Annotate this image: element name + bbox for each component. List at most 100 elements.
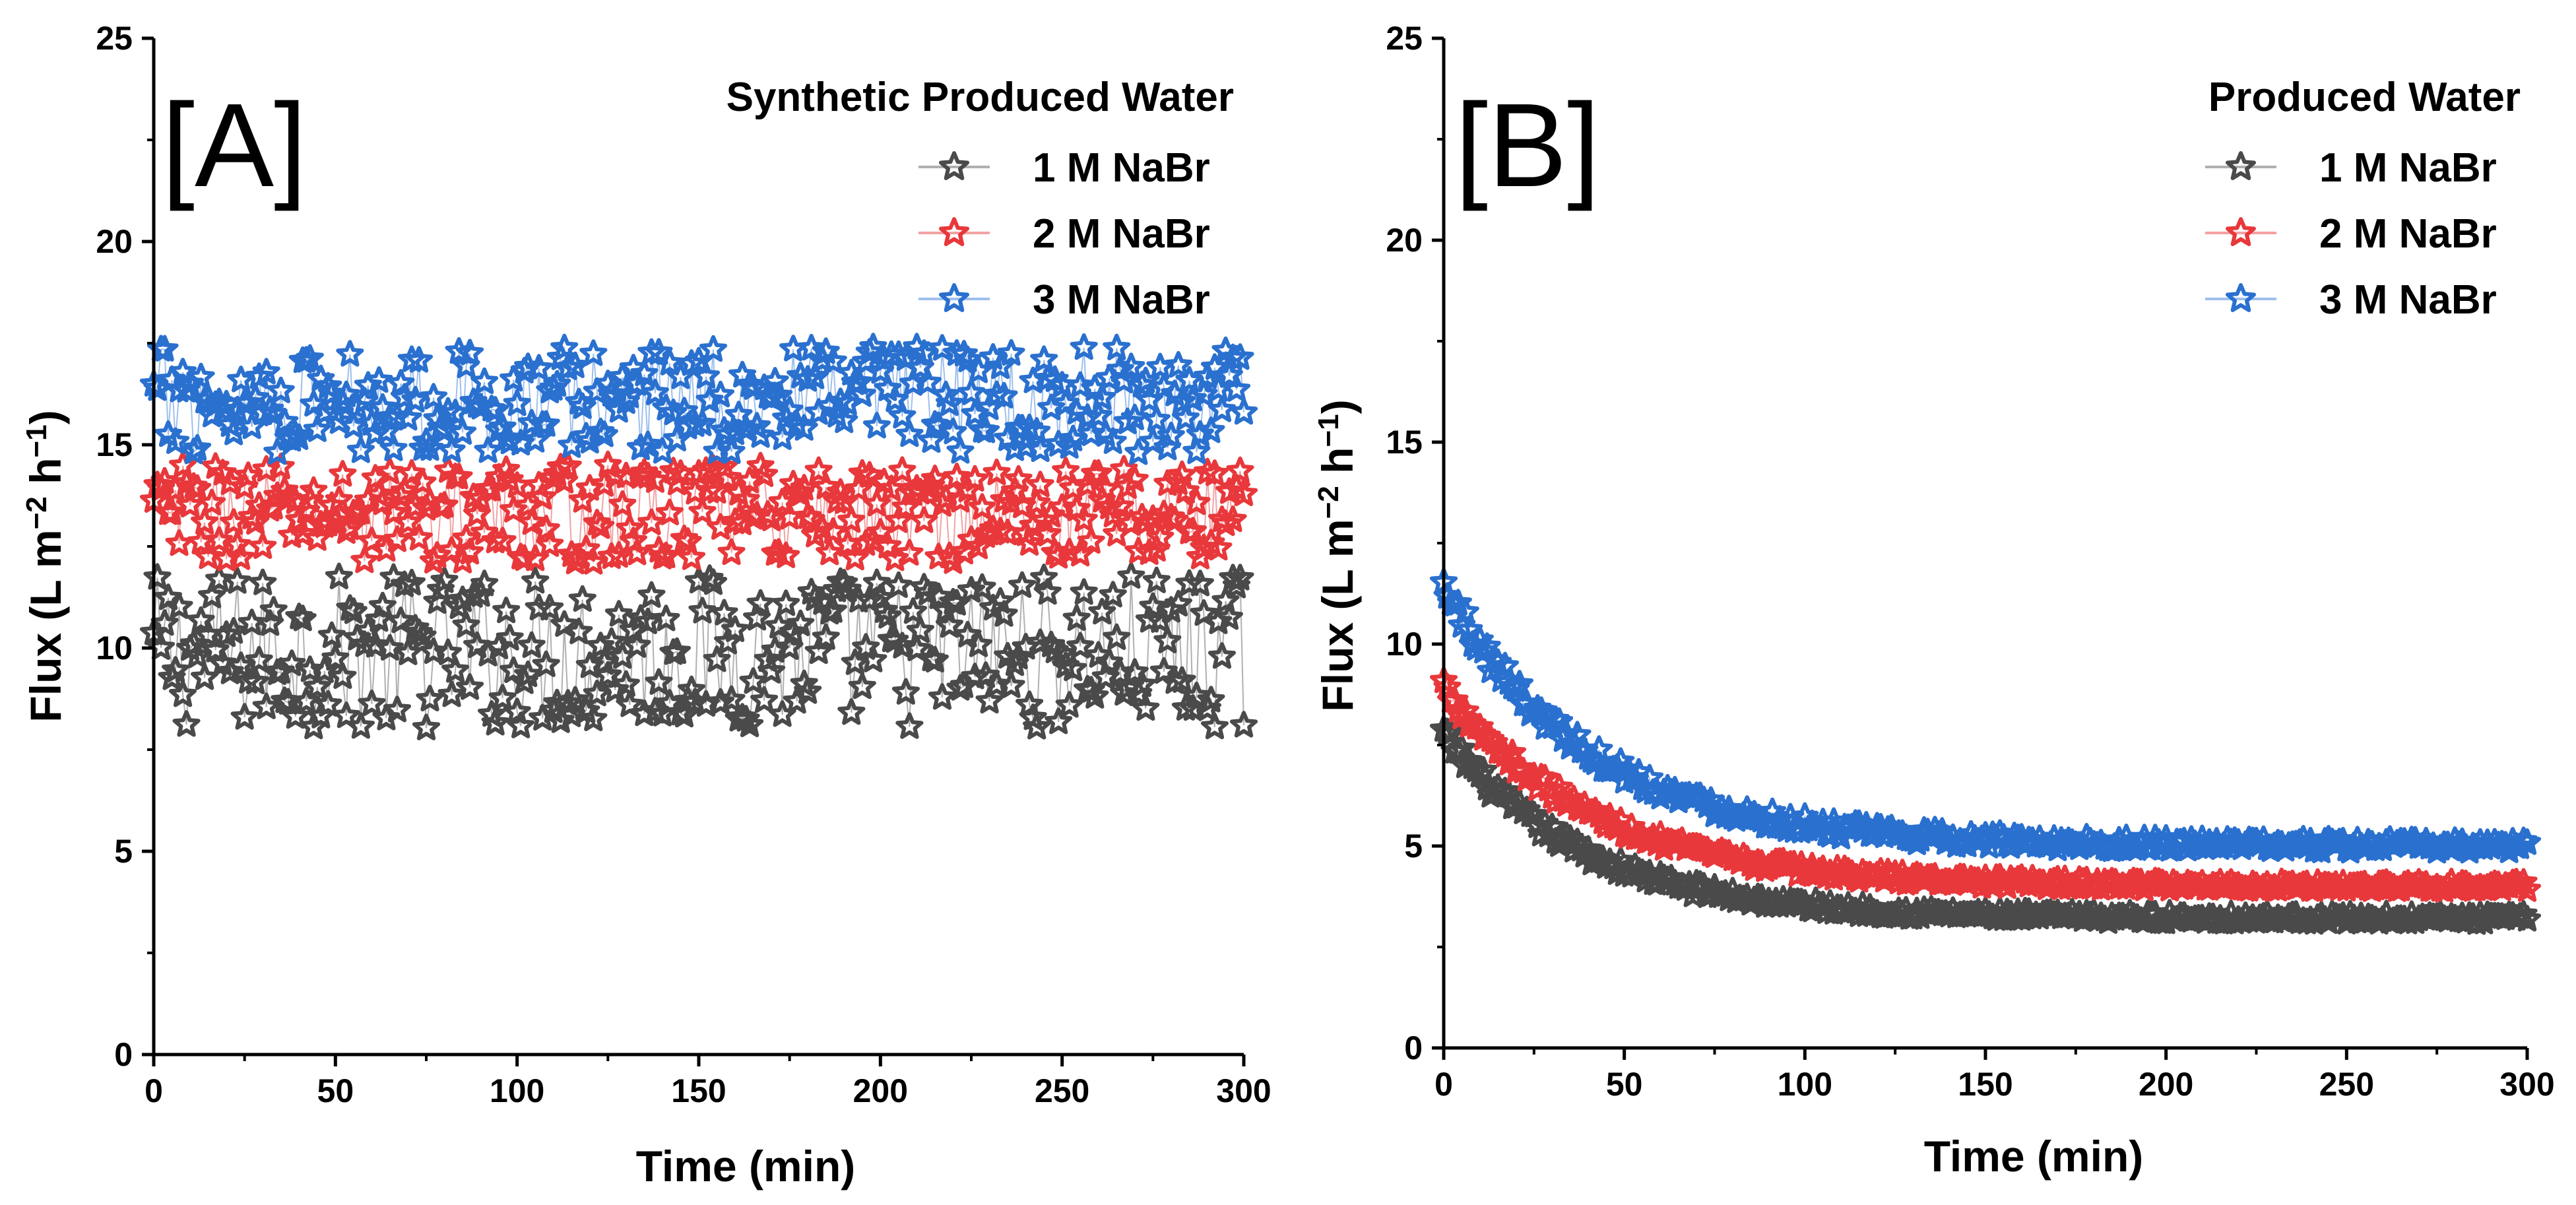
- data-point: [496, 624, 524, 651]
- data-point: [1219, 505, 1247, 533]
- data-point: [990, 381, 1018, 408]
- data-point: [957, 378, 986, 405]
- data-point: [292, 687, 321, 714]
- data-point: [234, 461, 263, 488]
- data-point: [383, 696, 411, 723]
- data-point: [1023, 713, 1051, 740]
- panel-b-legend-title: Produced Water: [2208, 75, 2521, 120]
- data-point: [695, 386, 724, 413]
- data-point: [765, 612, 793, 639]
- data-point: [321, 643, 350, 671]
- data-point: [884, 506, 913, 533]
- data-point: [346, 712, 375, 739]
- data-point: [841, 543, 869, 571]
- data-point: [397, 568, 426, 596]
- data-point: [830, 406, 858, 434]
- data-point: [797, 333, 825, 361]
- data-point: [837, 506, 866, 533]
- data-point: [245, 645, 273, 673]
- data-point: [579, 339, 608, 366]
- data-point: [1055, 691, 1083, 718]
- data-point: [1190, 599, 1218, 626]
- data-point: [194, 542, 222, 570]
- data-point: [830, 569, 858, 596]
- data-point: [688, 597, 717, 624]
- data-point: [529, 482, 557, 510]
- data-point: [924, 582, 953, 609]
- data-point: [187, 606, 215, 634]
- x-tick-label: 250: [1035, 1072, 1089, 1109]
- data-point: [1585, 735, 1613, 762]
- data-point: [375, 634, 404, 661]
- x-tick-label: 0: [145, 1072, 163, 1109]
- data-point: [1045, 542, 1073, 569]
- data-point: [590, 420, 618, 447]
- data-point: [594, 661, 622, 688]
- data-point: [278, 649, 306, 676]
- data-point: [812, 623, 840, 650]
- data-point: [183, 434, 212, 461]
- data-point: [1099, 581, 1127, 608]
- data-point: [1095, 364, 1124, 391]
- data-point: [227, 543, 255, 570]
- data-point: [1084, 459, 1112, 486]
- data-point: [2513, 905, 2542, 932]
- data-point: [249, 532, 277, 559]
- data-point: [191, 507, 219, 535]
- data-point: [877, 474, 905, 502]
- data-point: [579, 548, 608, 575]
- data-point: [536, 594, 564, 621]
- data-point: [707, 380, 735, 408]
- data-point: [997, 339, 1025, 366]
- data-point: [474, 436, 502, 463]
- data-point: [1074, 403, 1102, 430]
- data-point: [281, 702, 309, 729]
- data-point: [633, 430, 662, 457]
- data-point: [543, 370, 571, 397]
- data-point: [267, 657, 295, 684]
- data-point: [314, 690, 342, 717]
- data-point: [819, 346, 847, 374]
- data-point: [1534, 775, 1562, 802]
- data-point: [565, 617, 593, 645]
- data-point: [972, 416, 1000, 443]
- data-point: [870, 596, 898, 623]
- data-point: [150, 335, 179, 362]
- series-1: [139, 562, 1258, 740]
- data-point: [198, 488, 226, 515]
- series-2: [1429, 666, 2542, 903]
- data-point: [430, 566, 459, 593]
- data-point: [1161, 505, 1189, 533]
- data-point: [507, 428, 535, 456]
- data-point: [416, 684, 444, 711]
- data-point: [772, 589, 800, 616]
- data-point: [1153, 626, 1182, 653]
- data-point: [1229, 398, 1258, 425]
- data-point: [470, 367, 499, 395]
- data-point: [1117, 562, 1145, 589]
- data-point: [819, 517, 847, 544]
- data-point: [910, 506, 938, 533]
- data-point: [1436, 719, 1465, 746]
- data-point: [692, 362, 721, 389]
- data-point: [169, 451, 197, 478]
- data-point: [1059, 654, 1087, 682]
- data-point: [652, 604, 680, 632]
- data-point: [906, 616, 934, 643]
- data-point: [761, 635, 789, 663]
- data-point: [1182, 437, 1211, 465]
- data-point: [946, 437, 975, 464]
- data-point: [361, 631, 389, 658]
- legend-star-icon: [2226, 151, 2256, 180]
- data-point: [1139, 427, 1167, 455]
- data-point: [449, 585, 477, 612]
- data-point: [986, 352, 1015, 379]
- data-point: [561, 351, 589, 378]
- data-point: [404, 523, 434, 551]
- data-point: [165, 592, 193, 619]
- y-tick-label: 10: [1386, 626, 1423, 663]
- data-point: [1120, 465, 1149, 492]
- data-point: [536, 530, 564, 557]
- data-point: [162, 656, 190, 683]
- data-point: [568, 585, 596, 612]
